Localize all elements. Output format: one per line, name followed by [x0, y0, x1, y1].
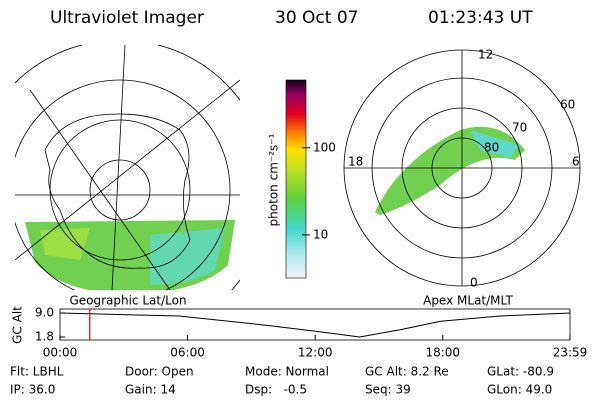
y-tick-label: 1.8: [35, 330, 54, 344]
status-field: Mode: Normal: [245, 365, 329, 379]
swath-part: [470, 130, 520, 158]
title: Ultraviolet Imager: [50, 8, 204, 28]
time: 01:23:43 UT: [428, 8, 533, 28]
geo-caption: Geographic Lat/Lon: [69, 294, 186, 308]
colorbar-tick-label: 100: [313, 140, 336, 154]
y-axis-label: GC Alt: [11, 306, 25, 344]
x-tick-label: 18:00: [425, 346, 460, 360]
swath-part: [150, 228, 225, 285]
mlat-label: 70: [512, 121, 527, 135]
status-field: Gain: 14: [125, 383, 176, 397]
status-field: GC Alt: 8.2 Re: [365, 365, 449, 379]
x-tick-label: 12:00: [298, 346, 333, 360]
lat-circle: [0, 0, 310, 380]
meridian: [15, 79, 240, 261]
status-field: Flt: LBHL: [10, 365, 64, 379]
status-field: Seq: 39: [365, 383, 411, 397]
mlt-label: 6: [572, 155, 580, 169]
meridian: [29, 89, 171, 290]
lat-circle: [15, 79, 231, 290]
colorbar-ticks: 10 100: [302, 140, 336, 241]
swath-part: [40, 228, 90, 260]
status-panel: Flt: LBHL Door: Open Mode: Normal GC Alt: 8…: [10, 365, 554, 397]
status-field: IP: 36.0: [10, 383, 55, 397]
continent: [44, 113, 191, 269]
mlat-label: 80: [484, 141, 499, 155]
apex-caption: Apex MLat/MLT: [423, 294, 513, 308]
status-field: Door: Open: [125, 365, 194, 379]
lat-circle: [49, 119, 191, 261]
apex-map: [343, 49, 581, 287]
altitude-chart: 9.0 1.8 00:00 06:00 12:00 18:00 23:59: [35, 306, 587, 360]
x-tick-label: 00:00: [43, 346, 78, 360]
colorbar-tick-label: 10: [313, 227, 328, 241]
lat-circle: [89, 159, 151, 221]
mlt-label: 0: [470, 276, 478, 290]
mlt-label: 18: [348, 155, 363, 169]
x-tick-label: 23:59: [553, 346, 588, 360]
colorbar: [285, 79, 307, 279]
status-field: Dsp: -0.5: [245, 383, 307, 397]
mlt-label: 12: [478, 48, 493, 62]
status-field: GLat: -80.9: [487, 365, 554, 379]
meridian: [111, 45, 126, 290]
date: 30 Oct 07: [275, 8, 358, 28]
y-tick-label: 9.0: [35, 306, 54, 320]
status-field: GLon: 49.0: [487, 383, 552, 397]
geo-map: [0, 0, 310, 380]
mlat-label: 60: [560, 98, 575, 112]
x-tick-label: 06:00: [170, 346, 205, 360]
altitude-line: [59, 312, 571, 338]
colorbar-label: photon cm⁻²s⁻¹: [267, 133, 281, 226]
